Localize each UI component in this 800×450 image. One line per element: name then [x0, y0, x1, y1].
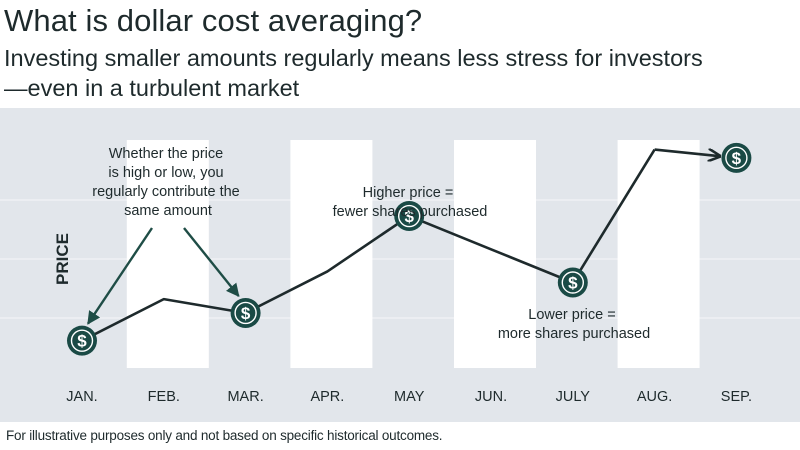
x-tick-label: AUG.	[637, 389, 672, 405]
annotation-contribution-line: same amount	[124, 203, 212, 219]
marker-ring	[234, 301, 257, 325]
dollar-icon: $	[394, 201, 425, 232]
annotation-lower-price: Lower price = more shares purchased	[498, 307, 650, 342]
chart-subtitle: Investing smaller amounts regularly mean…	[4, 45, 703, 101]
dollar-icon: $	[67, 325, 97, 356]
x-axis-ticks: JAN. FEB. MAR. APR. MAY JUN. JULY AUG. SEP.	[66, 389, 752, 405]
annotation-arrow	[87, 227, 153, 325]
dollar-icon: $	[721, 142, 752, 173]
x-tick-label: MAY	[394, 389, 425, 405]
annotation-contribution-line: Whether the price	[109, 146, 223, 162]
annotation-higher-line: fewer shares purchased	[333, 204, 488, 220]
column-band	[126, 140, 209, 368]
annotation-arrows	[87, 227, 240, 325]
x-tick-label: JULY	[556, 389, 591, 405]
annotation-contribution-line: is high or low, you	[108, 165, 223, 181]
dollar-icon: $	[557, 267, 588, 298]
x-tick-label: JAN.	[66, 389, 97, 405]
marker-ring	[70, 329, 94, 352]
x-tick-label: MAR.	[227, 389, 263, 405]
column-bands	[126, 140, 700, 368]
column-band	[617, 140, 700, 368]
dollar-symbol: $	[732, 149, 742, 168]
price-line-arrow	[654, 148, 719, 156]
dollar-symbol: $	[568, 274, 578, 293]
annotation-lower-line: Lower price =	[528, 307, 615, 323]
x-tick-label: FEB.	[148, 389, 180, 405]
annotation-higher-line: Higher price =	[363, 185, 454, 201]
dollar-symbol: $	[404, 207, 414, 226]
annotation-contribution-line: regularly contribute the	[92, 184, 240, 200]
column-band	[454, 140, 536, 368]
marker-ring	[398, 204, 421, 228]
dollar-symbol: $	[77, 332, 87, 351]
annotation-higher-price: Higher price = fewer shares purchased	[333, 185, 488, 220]
dollar-symbol: $	[241, 304, 251, 323]
annotation-arrow	[183, 227, 240, 298]
annotation-lower-line: more shares purchased	[498, 326, 650, 342]
x-tick-label: JUN.	[475, 389, 507, 405]
chart-title: What is dollar cost averaging?	[4, 3, 423, 38]
y-axis-title: PRICE	[53, 233, 72, 285]
marker-ring	[561, 271, 584, 294]
dollar-icon: $	[230, 297, 261, 328]
purchase-markers: $ $ $ $ $	[67, 142, 752, 356]
x-tick-label: SEP.	[721, 389, 752, 405]
footnote: For illustrative purposes only and not b…	[6, 428, 443, 443]
marker-ring	[725, 146, 748, 170]
gridlines	[0, 199, 800, 319]
column-band	[290, 140, 373, 368]
annotation-contribution: Whether the price is high or low, you re…	[92, 146, 244, 219]
x-tick-label: APR.	[310, 389, 344, 405]
